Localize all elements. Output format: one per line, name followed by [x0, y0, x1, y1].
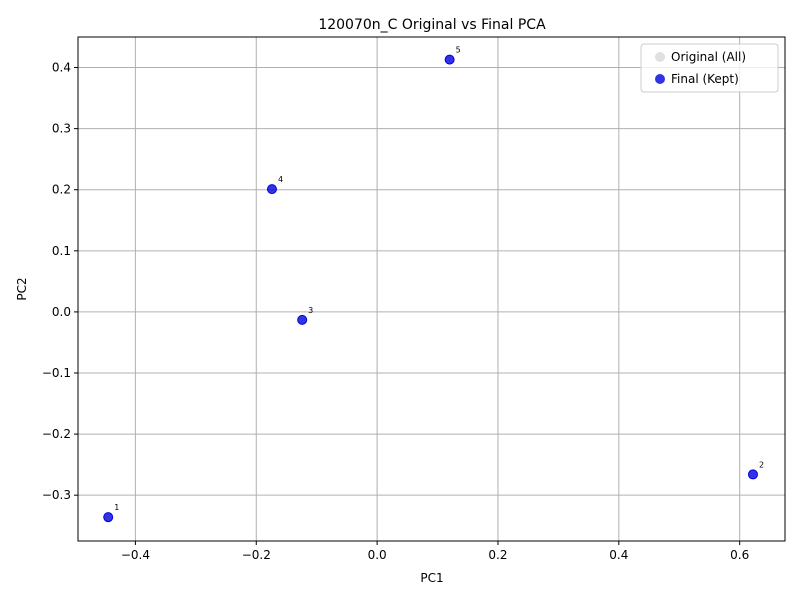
- data-point-2: [747, 469, 758, 480]
- plot-frame: [77, 36, 786, 542]
- x-tick-label: 0.4: [609, 548, 628, 562]
- legend: Original (All) Final (Kept): [640, 43, 779, 93]
- x-tick-label: 0.6: [730, 548, 749, 562]
- data-point-1: [103, 512, 114, 523]
- x-axis: −0.4 −0.2 0.0 0.2 0.4 0.6: [121, 541, 749, 562]
- legend-label-original: Original (All): [671, 50, 746, 64]
- data-point-label: 1: [114, 503, 119, 512]
- grid: [78, 37, 785, 541]
- y-tick-label: −0.2: [42, 427, 71, 441]
- x-tick-label: −0.2: [242, 548, 271, 562]
- y-tick-label: 0.1: [52, 244, 71, 258]
- x-tick-label: 0.0: [368, 548, 387, 562]
- legend-label-final: Final (Kept): [671, 72, 739, 86]
- data-point-label: 4: [278, 175, 283, 184]
- y-tick-label: 0.4: [52, 61, 71, 75]
- data-point-label: 5: [456, 46, 461, 55]
- legend-marker-final: [655, 74, 665, 84]
- data-point-label: 3: [308, 306, 313, 315]
- data-point-3: [297, 314, 308, 325]
- y-tick-label: −0.3: [42, 488, 71, 502]
- y-tick-label: 0.3: [52, 122, 71, 136]
- y-axis: −0.3 −0.2 −0.1 0.0 0.1 0.2 0.3 0.4: [42, 61, 78, 502]
- chart-title: 120070n_C Original vs Final PCA: [318, 17, 546, 33]
- y-tick-label: 0.0: [52, 305, 71, 319]
- data-point-label: 2: [759, 460, 764, 469]
- data-point-5: [444, 54, 455, 65]
- y-tick-label: −0.1: [42, 366, 71, 380]
- x-tick-label: 0.2: [488, 548, 507, 562]
- x-axis-label: PC1: [420, 571, 443, 585]
- y-tick-label: 0.2: [52, 183, 71, 197]
- data-point-4: [266, 184, 277, 195]
- data-points: 1 2 3 4 5: [103, 46, 764, 523]
- legend-box: [640, 43, 779, 93]
- legend-marker-original: [655, 52, 665, 62]
- x-tick-label: −0.4: [121, 548, 150, 562]
- y-axis-label: PC2: [15, 277, 29, 300]
